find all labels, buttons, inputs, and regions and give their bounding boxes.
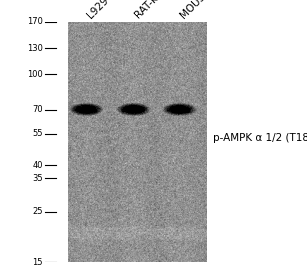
Text: 35: 35 <box>33 174 43 183</box>
Text: p-AMPK α 1/2 (T183/172): p-AMPK α 1/2 (T183/172) <box>213 133 307 143</box>
Text: MOUSE-BRAIN: MOUSE-BRAIN <box>178 0 237 20</box>
Text: 130: 130 <box>27 44 43 53</box>
Text: L929: L929 <box>85 0 111 20</box>
Text: 100: 100 <box>27 70 43 79</box>
Text: 170: 170 <box>27 17 43 26</box>
Text: 25: 25 <box>33 207 43 216</box>
Text: 15: 15 <box>33 258 43 266</box>
Text: 40: 40 <box>33 161 43 170</box>
Text: 55: 55 <box>33 129 43 138</box>
Text: 70: 70 <box>33 105 43 114</box>
Text: RAT-kidney: RAT-kidney <box>133 0 180 20</box>
